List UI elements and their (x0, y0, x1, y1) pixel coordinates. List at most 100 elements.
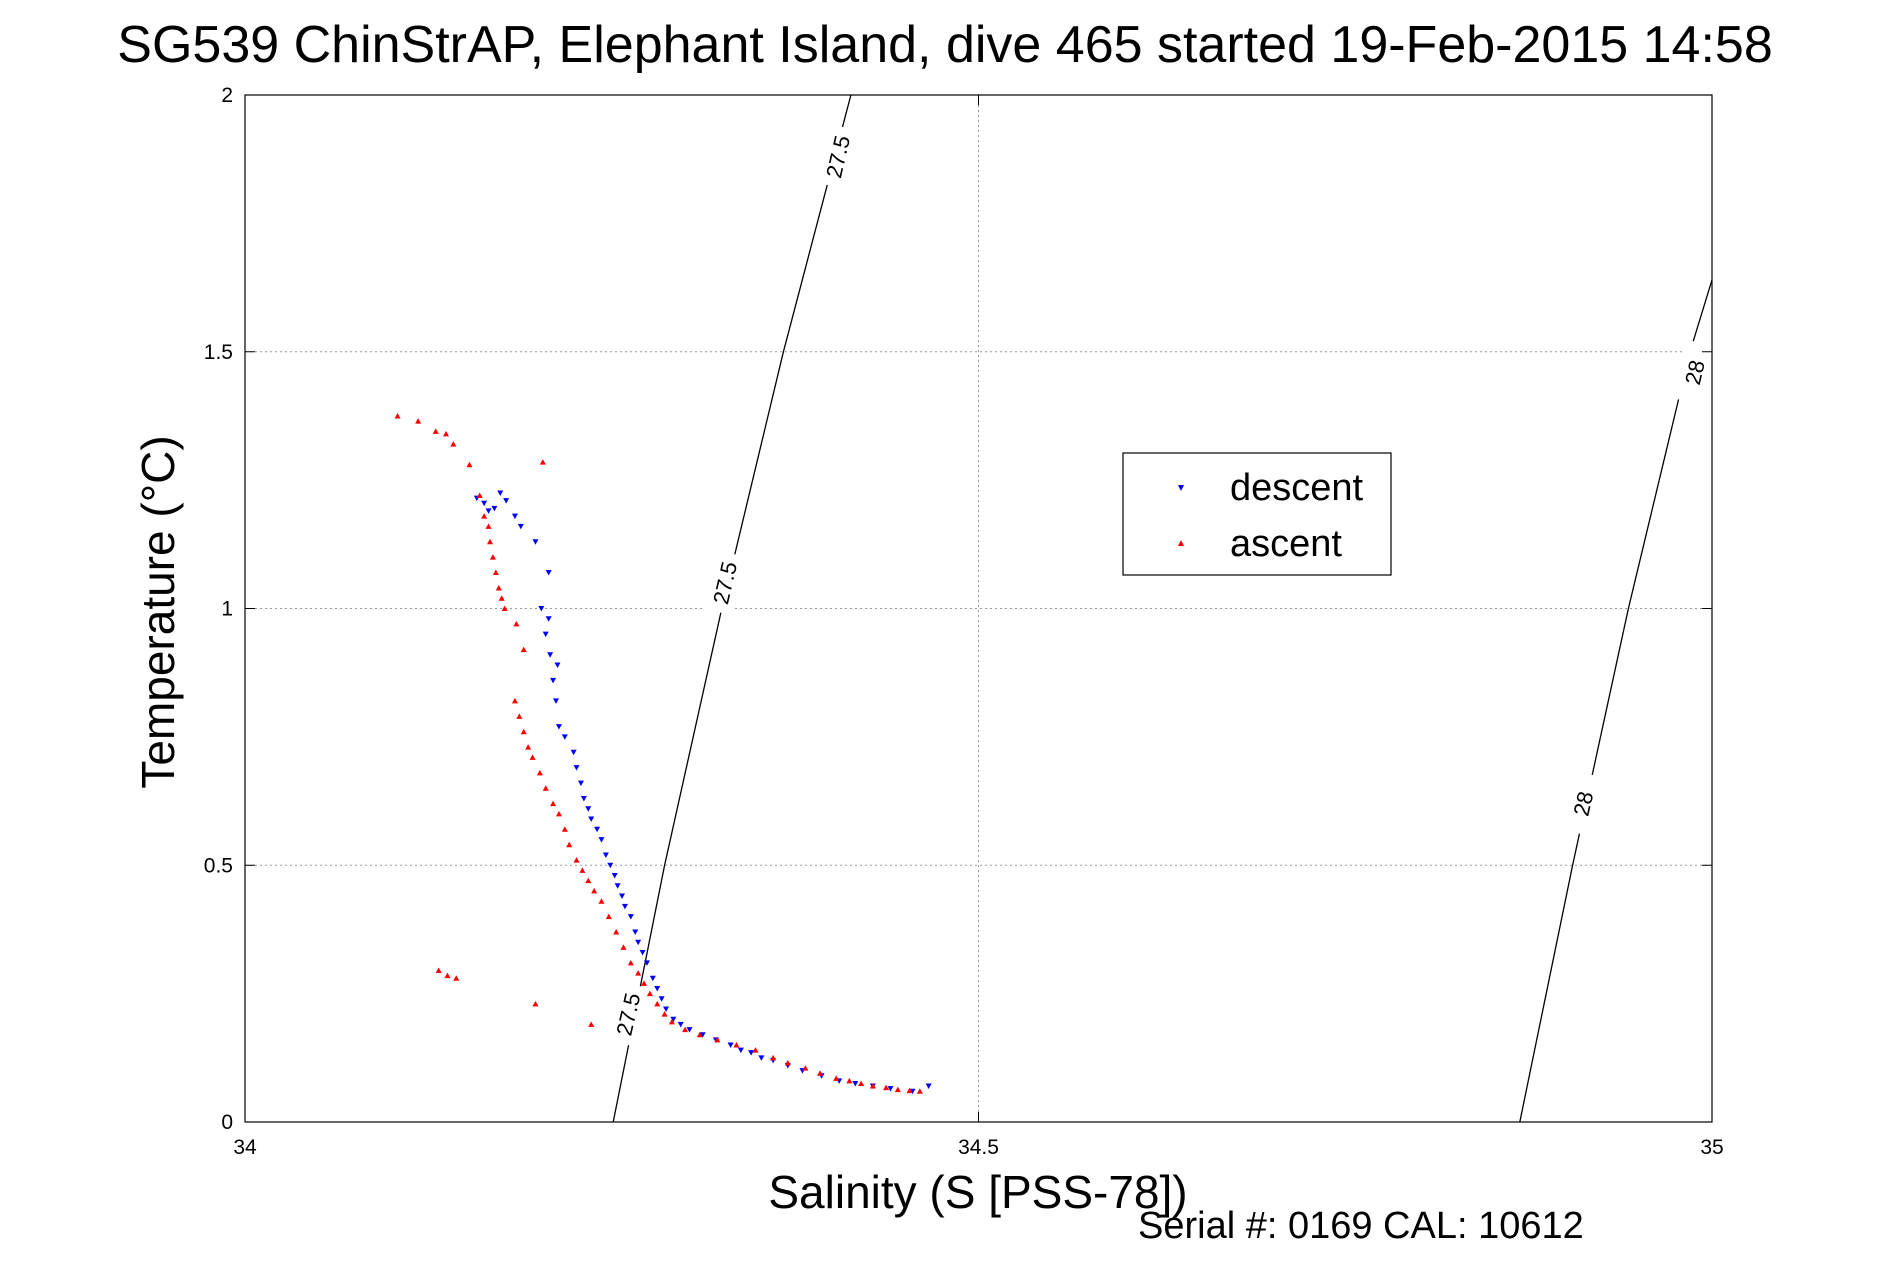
descent-point (588, 816, 595, 823)
ascent-point (613, 929, 620, 935)
ascent-point (846, 1077, 853, 1084)
ascent-point (585, 877, 592, 884)
descent-point (545, 616, 552, 622)
ascent-point (536, 769, 543, 776)
legend-descent-marker (1178, 485, 1184, 491)
x-axis-label: Salinity (S [PSS-78]) (768, 1166, 1187, 1218)
ascent-point (495, 584, 502, 591)
ascent-point (466, 461, 473, 468)
descent-point (737, 1047, 744, 1054)
ascent-point (646, 990, 653, 997)
axis-ticks: 34 34.5 35 0 0.5 1 1.5 2 (204, 84, 1724, 1159)
y-tick-label: 0 (221, 1111, 233, 1134)
ascent-point (432, 428, 439, 434)
ascent-point (641, 980, 648, 986)
descent-point (670, 1016, 677, 1023)
ascent-point (883, 1084, 890, 1091)
descent-point (909, 1088, 916, 1095)
ascent-point (520, 728, 527, 735)
ascent-point (550, 800, 557, 807)
descent-point (619, 893, 626, 900)
descent-point (643, 960, 650, 966)
ascent-point (817, 1070, 824, 1076)
descent-point (538, 606, 545, 612)
y-tick-label: 2 (221, 84, 233, 107)
grid-lines (245, 95, 1712, 1122)
descent-point (677, 1021, 684, 1028)
ascent-point (516, 713, 523, 719)
isopycnal-label: 28 (1562, 771, 1604, 836)
ascent-point (579, 867, 586, 873)
descent-point (491, 505, 498, 512)
ascent-point (833, 1075, 840, 1081)
ascent-point (501, 605, 508, 611)
descent-point (585, 806, 592, 812)
descent-point (621, 903, 628, 910)
descent-point (485, 508, 492, 514)
ascent-point (620, 944, 627, 950)
y-tick-label: 0.5 (204, 854, 233, 877)
x-tick-label: 35 (1700, 1136, 1723, 1159)
ascent-point (635, 970, 642, 976)
legend-ascent-label: ascent (1230, 523, 1342, 565)
isopycnal-label: 27.5 (607, 981, 649, 1047)
descent-point (532, 539, 539, 545)
ascent-point (435, 967, 442, 974)
ascent-point (605, 913, 612, 920)
ascent-point (598, 898, 605, 904)
ascent-point (513, 620, 520, 627)
ascent-point (498, 595, 505, 601)
ascent-point (661, 1011, 668, 1017)
ascent-point (591, 887, 598, 894)
descent-point (550, 677, 557, 684)
data-points (394, 412, 932, 1095)
ascent-point (770, 1054, 777, 1061)
ascent-point (894, 1086, 901, 1093)
descent-point (649, 975, 656, 982)
descent-point (598, 837, 605, 843)
descent-point (639, 950, 646, 956)
descent-point (555, 724, 562, 730)
descent-point (503, 498, 510, 504)
ascent-point (489, 554, 496, 560)
isopycnal-contours (612, 95, 1712, 1122)
isopycnal-label-text: 27.5 (821, 133, 855, 180)
ascent-point (916, 1088, 923, 1094)
ascent-point (906, 1087, 913, 1094)
ascent-point (525, 744, 532, 750)
descent-point (727, 1042, 734, 1048)
descent-point (887, 1086, 894, 1092)
legend-ascent-marker (1178, 540, 1184, 546)
ascent-point (394, 412, 401, 419)
isopycnal-labels: 27.5 27.5 27.5 28 28 (607, 124, 1715, 1047)
ascent-point (476, 492, 483, 499)
legend-box (1122, 452, 1392, 576)
descent-point (497, 490, 504, 496)
ascent-point (481, 513, 488, 519)
isopycnal-line (1519, 279, 1712, 1122)
ascent-point (415, 418, 422, 424)
ascent-point (588, 1021, 595, 1027)
ascent-point (752, 1047, 759, 1053)
ascent-point (668, 1018, 675, 1025)
descent-point (573, 765, 580, 771)
descent-point (658, 996, 665, 1002)
descent-point (635, 939, 642, 946)
descent-point (748, 1050, 755, 1056)
ascent-point (450, 441, 457, 447)
ascent-point (532, 1000, 539, 1007)
descent-point (594, 826, 601, 833)
descent-point (545, 570, 552, 576)
descent-point (654, 985, 661, 992)
descent-point (577, 780, 584, 787)
ascent-point (539, 459, 546, 465)
ascent-point (733, 1041, 740, 1048)
ascent-point (566, 841, 573, 848)
isopycnal-label-text: 28 (1568, 789, 1598, 818)
isopycnal-label: 27.5 (704, 550, 746, 616)
descent-point (686, 1027, 693, 1033)
descent-point (602, 852, 609, 858)
y-tick-label: 1.5 (204, 341, 233, 364)
ascent-point (442, 430, 449, 437)
